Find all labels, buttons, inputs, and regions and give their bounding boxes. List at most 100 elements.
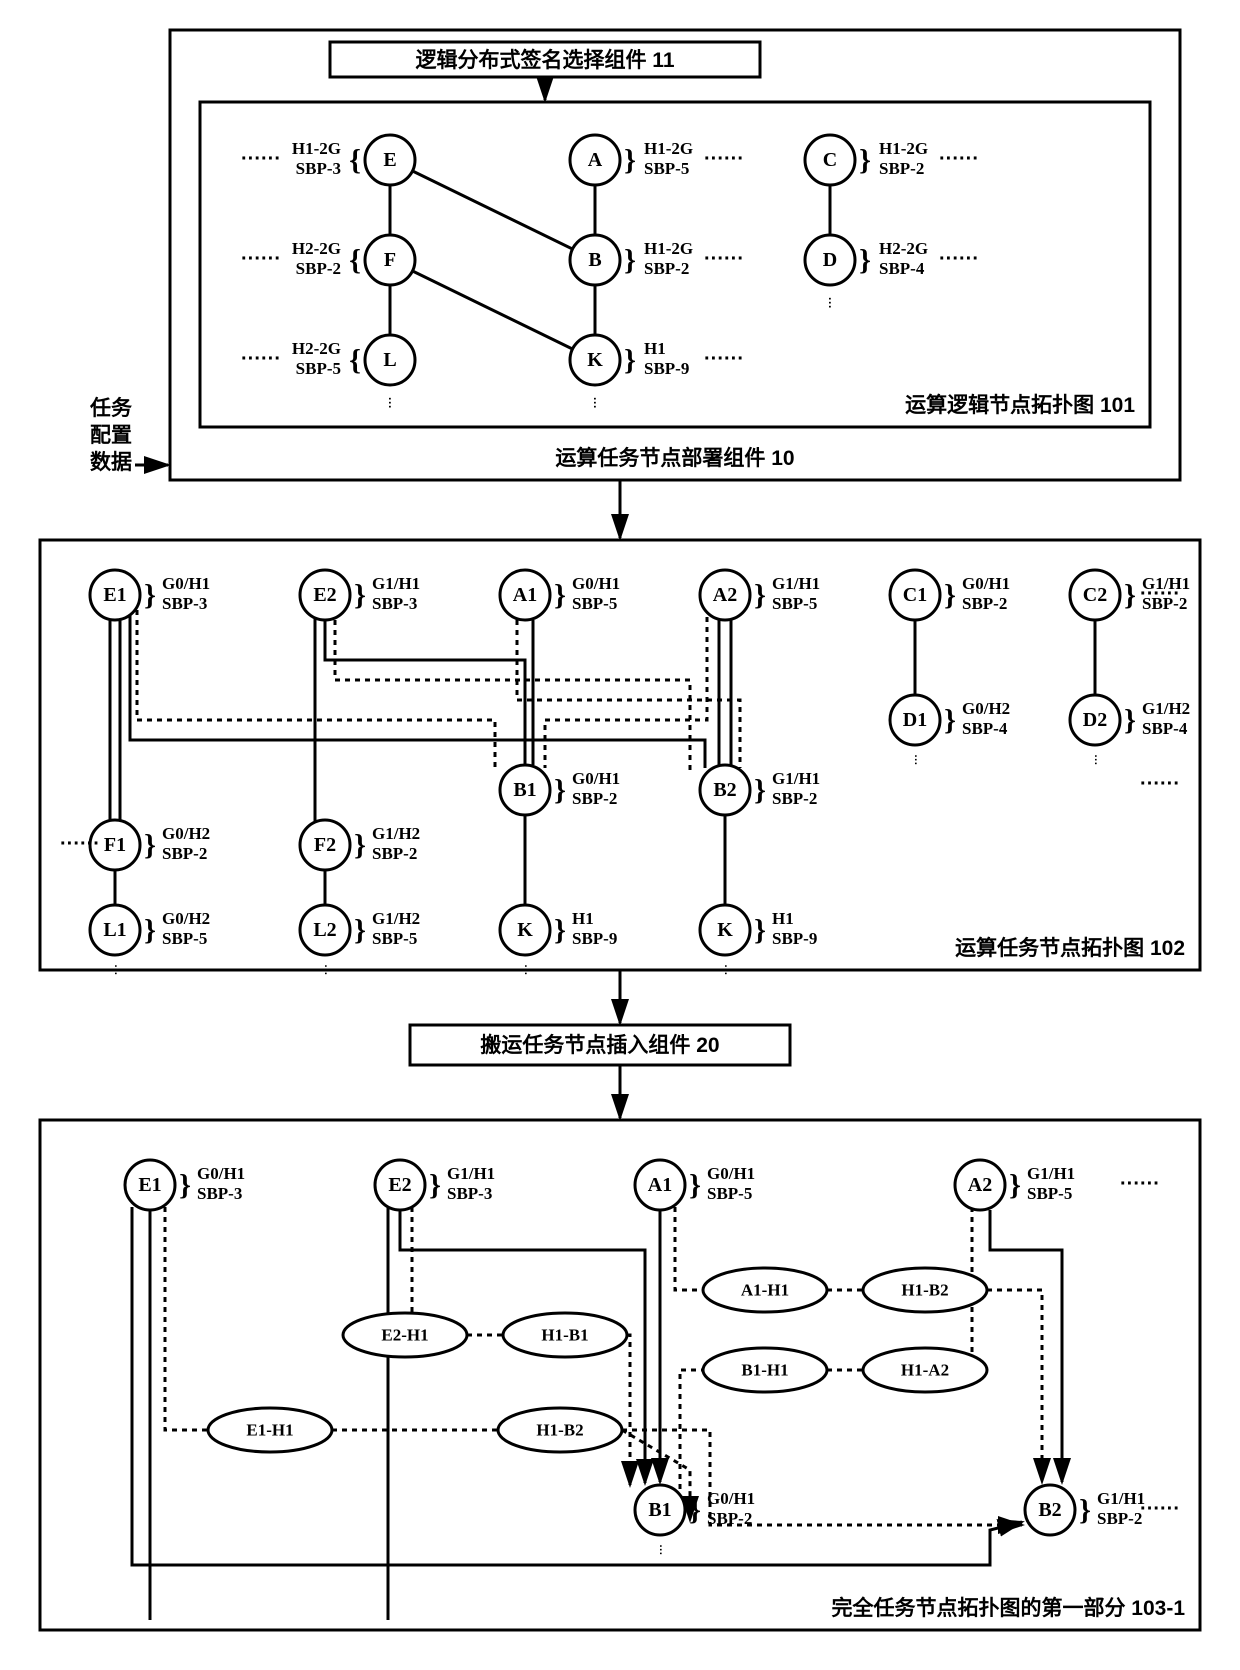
info103-A1-2: SBP-5: [707, 1184, 752, 1203]
node102-label-E2: E2: [313, 584, 336, 606]
info102-A2-1: G1/H1: [772, 574, 820, 593]
brace102-K102a: }: [554, 914, 566, 947]
vdots102-K102b: ···: [719, 965, 731, 976]
oval-label-E2-H1: E2-H1: [381, 1326, 428, 1345]
brace103-E1: }: [179, 1169, 191, 1202]
node103-label-A1: A1: [648, 1174, 672, 1196]
edge103d-o4-B2: [987, 1290, 1042, 1482]
oval-label-H1B2a: H1-B2: [901, 1281, 948, 1300]
brace102-L2: }: [354, 914, 366, 947]
info102-C1-1: G0/H1: [962, 574, 1010, 593]
node-label-K: K: [587, 349, 603, 371]
vdots-K: ···: [588, 397, 602, 409]
vdots-D: ···: [823, 297, 837, 309]
info102-E2-1: G1/H1: [372, 574, 420, 593]
node-label-C: C: [823, 149, 837, 171]
label-comp11: 逻辑分布式签名选择组件 11: [415, 48, 674, 72]
brace102-E1: }: [144, 579, 156, 612]
info103-B2-1: G1/H1: [1097, 1489, 1145, 1508]
brace102-K102b: }: [754, 914, 766, 947]
brace103-B1: }: [689, 1494, 701, 1527]
brace102-C1: }: [944, 579, 956, 612]
edge102d-A2-B1: [545, 617, 707, 768]
node103-label-B2: B2: [1038, 1499, 1061, 1521]
brace-C: }: [859, 144, 871, 177]
vdots102-L2: ···: [319, 965, 331, 976]
node102-label-K102a: K: [517, 919, 533, 941]
node-label-F: F: [384, 249, 396, 271]
dots-C: ······: [939, 148, 979, 170]
vdots102-L1: ···: [109, 965, 121, 976]
node-label-A: A: [588, 149, 603, 171]
oval-label-B1-H1: B1-H1: [741, 1361, 788, 1380]
dots-D: ······: [939, 248, 979, 270]
dots-K: ······: [704, 348, 744, 370]
brace102-B2: }: [754, 774, 766, 807]
edge103d-E1-o7: [165, 1207, 208, 1430]
oval-label-H1-B1: H1-B1: [541, 1326, 588, 1345]
info103-A1-1: G0/H1: [707, 1164, 755, 1183]
brace-L: {: [349, 344, 361, 377]
info-F-1: H2-2G: [292, 239, 341, 258]
dots-A: ······: [704, 148, 744, 170]
info102-K102a-2: SBP-9: [572, 929, 617, 948]
info103-E1-2: SBP-3: [197, 1184, 242, 1203]
vdots-L: ···: [383, 397, 397, 409]
info102-D2-2: SBP-4: [1142, 719, 1188, 738]
info103-B2-2: SBP-2: [1097, 1509, 1142, 1528]
node103-label-A2: A2: [968, 1174, 992, 1196]
dots-F: ······: [241, 248, 281, 270]
brace-E: {: [349, 144, 361, 177]
info-E-2: SBP-3: [296, 159, 341, 178]
label-comp10: 运算任务节点部署组件 10: [555, 446, 794, 470]
side-label: 任务: [89, 396, 133, 420]
side-label: 配置: [90, 424, 132, 447]
info-K-1: H1: [644, 339, 666, 358]
info-L-2: SBP-5: [296, 359, 341, 378]
info102-B1-1: G0/H1: [572, 769, 620, 788]
node-label-L: L: [383, 349, 396, 371]
brace-D: }: [859, 244, 871, 277]
info102-F1-2: SBP-2: [162, 844, 207, 863]
info102-K102a-1: H1: [572, 909, 594, 928]
side-label: 数据: [90, 451, 132, 474]
info102-E1-2: SBP-3: [162, 594, 207, 613]
info-F-2: SBP-2: [296, 259, 341, 278]
info102-E2-2: SBP-3: [372, 594, 417, 613]
brace102-C2: }: [1124, 579, 1136, 612]
edge-E-B: [390, 160, 595, 260]
oval-label-E1-H1: E1-H1: [246, 1421, 293, 1440]
info-C-1: H1-2G: [879, 139, 928, 158]
label-comp20: 搬运任务节点插入组件 20: [480, 1033, 719, 1057]
info102-E1-1: G0/H1: [162, 574, 210, 593]
info-D-2: SBP-4: [879, 259, 925, 278]
info-K-2: SBP-9: [644, 359, 689, 378]
node103-label-B1: B1: [648, 1499, 671, 1521]
dots103-r1: ······: [1120, 1173, 1160, 1195]
edge103d-A1-o3: [675, 1207, 703, 1290]
oval-label-H1-A2: H1-A2: [901, 1361, 949, 1380]
brace-A: }: [624, 144, 636, 177]
brace102-D2: }: [1124, 704, 1136, 737]
brace102-A2: }: [754, 579, 766, 612]
brace103-A1: }: [689, 1169, 701, 1202]
dots-E: ······: [241, 148, 281, 170]
node102-label-F2: F2: [314, 834, 336, 856]
info102-L1-1: G0/H2: [162, 909, 210, 928]
dots102-l: ······: [60, 833, 100, 855]
node102-label-A1: A1: [513, 584, 537, 606]
node-label-D: D: [823, 249, 837, 271]
brace102-F1: }: [144, 829, 156, 862]
info102-F2-1: G1/H2: [372, 824, 420, 843]
info-A-2: SBP-5: [644, 159, 689, 178]
info102-A1-1: G0/H1: [572, 574, 620, 593]
info102-A2-2: SBP-5: [772, 594, 817, 613]
info102-D2-1: G1/H2: [1142, 699, 1190, 718]
info103-A2-2: SBP-5: [1027, 1184, 1072, 1203]
vdots102-D1: ···: [909, 755, 921, 766]
brace102-F2: }: [354, 829, 366, 862]
edge102d-E2-B2: [335, 620, 690, 772]
info102-B1-2: SBP-2: [572, 789, 617, 808]
node102-label-B2: B2: [713, 779, 736, 801]
vdots103-B1: ···: [654, 1545, 666, 1556]
